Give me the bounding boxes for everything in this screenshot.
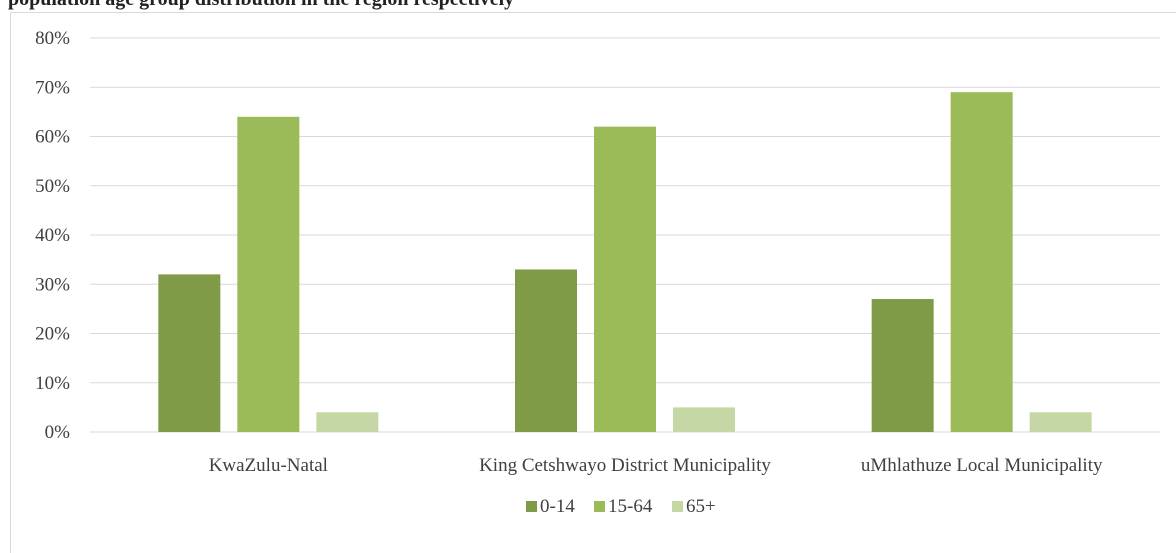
bar-15-64 [237,116,300,433]
bar-0-14 [515,269,577,432]
legend-label: 0-14 [540,496,575,517]
bar-65+ [1029,412,1092,432]
bar-0-14 [871,299,934,432]
x-category-label: King Cetshwayo District Municipality [479,455,771,476]
y-tick-label: 50% [35,176,70,197]
x-category-label: KwaZulu-Natal [209,455,328,476]
top-caption: population age group distribution in the… [8,0,514,11]
chart-frame [10,12,1176,553]
bar-65+ [673,407,735,432]
y-tick-label: 40% [35,225,70,246]
legend-swatch [594,501,605,512]
bar-15-64 [594,126,656,433]
y-tick-label: 60% [35,127,70,148]
legend-label: 65+ [686,496,716,517]
legend-swatch [526,501,537,512]
y-tick-label: 20% [35,324,70,345]
y-tick-label: 80% [35,28,70,49]
y-tick-label: 30% [35,274,70,295]
legend-swatch [672,501,683,512]
y-tick-label: 0% [45,422,71,443]
legend-label: 15-64 [608,496,653,517]
bar-0-14 [158,274,221,432]
bar-15-64 [950,92,1013,433]
bar-65+ [316,412,379,432]
y-tick-label: 70% [35,77,70,98]
x-category-label: uMhlathuze Local Municipality [861,455,1103,476]
y-tick-label: 10% [35,373,70,394]
